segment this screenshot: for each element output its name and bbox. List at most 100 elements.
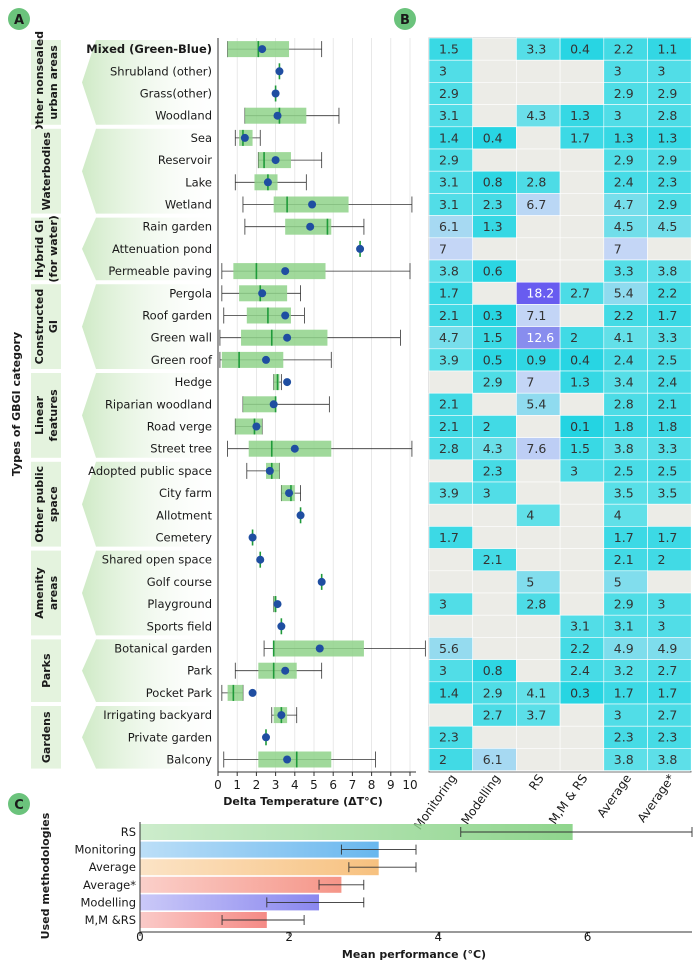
panel-label-b: B bbox=[394, 8, 416, 30]
heatmap-cell-value: 2.1 bbox=[658, 397, 678, 412]
heatmap-cell-value: 2 bbox=[439, 752, 447, 767]
category-label: Allotment bbox=[156, 508, 212, 522]
mean-dot bbox=[281, 666, 290, 675]
heatmap-cell-value: 4.1 bbox=[614, 330, 634, 345]
heatmap-cell-value: 2.7 bbox=[483, 708, 503, 723]
bar bbox=[140, 841, 379, 858]
x-tick-label: 6 bbox=[329, 778, 337, 792]
group-label: space bbox=[47, 486, 60, 522]
group-bracket bbox=[82, 373, 215, 458]
heatmap-cell bbox=[428, 614, 474, 638]
x-tick-label: 4 bbox=[435, 930, 443, 944]
heatmap-cell-value: 0.8 bbox=[483, 663, 503, 678]
group-bracket bbox=[82, 217, 215, 281]
mean-dot bbox=[265, 466, 274, 475]
mean-dot bbox=[269, 400, 278, 409]
category-label: Woodland bbox=[155, 109, 212, 123]
heatmap-cell bbox=[472, 614, 517, 638]
heatmap-cell-value: 2.4 bbox=[658, 375, 678, 390]
group-label-box bbox=[31, 706, 61, 769]
heatmap-cell-value: 3.8 bbox=[658, 752, 678, 767]
category-label: Green wall bbox=[151, 331, 212, 345]
heatmap-cell-value: 1.8 bbox=[614, 419, 634, 434]
heatmap-cell-value: 2.9 bbox=[614, 153, 634, 168]
heatmap-cell bbox=[472, 637, 517, 660]
group-label-box bbox=[31, 40, 61, 125]
heatmap-cell bbox=[516, 481, 561, 505]
group-label: Linear bbox=[33, 395, 46, 434]
category-label: Adopted public space bbox=[88, 464, 212, 478]
heatmap-cell bbox=[472, 392, 517, 416]
heatmap-cell-value: 2.8 bbox=[526, 597, 546, 612]
heatmap-cell-value: 1.1 bbox=[658, 42, 678, 57]
category-label: Shrubland (other) bbox=[110, 64, 212, 78]
heatmap-cell bbox=[472, 481, 517, 505]
mean-dot bbox=[283, 378, 292, 387]
heatmap-cell-value: 3.1 bbox=[439, 197, 459, 212]
heatmap-cell bbox=[559, 82, 605, 105]
heatmap-cell bbox=[559, 59, 605, 83]
heatmap-column-label: Monitoring bbox=[411, 772, 459, 833]
mean-dot bbox=[240, 133, 249, 142]
mean-dot bbox=[248, 533, 257, 542]
iqr-box bbox=[248, 440, 332, 457]
heatmap-cell-value: 2.1 bbox=[483, 552, 503, 567]
heatmap-cell-value: 2.4 bbox=[570, 663, 590, 678]
heatmap-cell bbox=[603, 570, 648, 594]
heatmap-cell-value: 2.5 bbox=[658, 352, 678, 367]
heatmap-cell bbox=[472, 526, 517, 549]
panel-label-c: C bbox=[8, 793, 30, 815]
x-tick-label: 3 bbox=[272, 778, 280, 792]
heatmap-cell bbox=[559, 304, 605, 327]
category-label: Cemetery bbox=[155, 531, 212, 545]
group-label-box bbox=[31, 461, 61, 547]
heatmap-cell-value: 0.4 bbox=[570, 42, 590, 57]
heatmap-cell bbox=[516, 526, 561, 549]
heatmap-cell-value: 7 bbox=[526, 375, 534, 390]
heatmap-cell-value: 4.5 bbox=[614, 219, 634, 234]
heatmap-cell-value: 2.1 bbox=[439, 397, 459, 412]
heatmap-cell-value: 2.8 bbox=[526, 175, 546, 190]
heatmap-cell-value: 2.9 bbox=[439, 153, 459, 168]
mean-dot bbox=[262, 733, 270, 742]
group-label-box bbox=[31, 373, 61, 458]
heatmap-cell-value: 2.2 bbox=[614, 308, 634, 323]
heatmap-cell bbox=[428, 748, 474, 771]
heatmap-cell bbox=[559, 392, 605, 416]
heatmap-cell bbox=[516, 59, 561, 83]
heatmap-cell-value: 2.3 bbox=[439, 730, 459, 745]
heatmap-cell bbox=[603, 104, 648, 128]
category-label: Permeable paving bbox=[108, 264, 212, 278]
category-label: Lake bbox=[185, 175, 212, 189]
heatmap-cell bbox=[603, 503, 648, 527]
heatmap-cell-value: 0.4 bbox=[570, 352, 590, 367]
bar-category-label: RS bbox=[121, 825, 136, 839]
panel-c-y-label: Used methodologies bbox=[39, 812, 52, 939]
mean-dot bbox=[252, 422, 261, 431]
iqr-box bbox=[233, 263, 326, 280]
heatmap-cell bbox=[472, 148, 517, 172]
group-label-box bbox=[31, 284, 61, 369]
category-label: Pocket Park bbox=[146, 686, 213, 700]
heatmap-cell-value: 2.7 bbox=[658, 708, 678, 723]
heatmap-cell-value: 1.5 bbox=[570, 441, 590, 456]
group-brackets: Other nonsealed urban areas Waterbodies Hyb… bbox=[31, 31, 215, 769]
heatmap-cell-value: 3 bbox=[614, 108, 622, 123]
heatmap-cell-value: 1.3 bbox=[570, 108, 590, 123]
heatmap-cell bbox=[428, 592, 474, 616]
heatmap-cell-value: 1.7 bbox=[658, 685, 678, 700]
panel-a-x-axis: 0 1 2 3 4 5 6 7 8 9 10 bbox=[214, 38, 418, 792]
heatmap-cell bbox=[559, 193, 605, 216]
x-tick-label: 8 bbox=[368, 778, 376, 792]
x-tick-label: 2 bbox=[253, 778, 261, 792]
heatmap-cell bbox=[559, 592, 605, 616]
heatmap-cell-value: 1.7 bbox=[658, 530, 678, 545]
bar bbox=[140, 912, 267, 928]
group-bracket bbox=[82, 550, 215, 636]
heatmap-cell-value: 2.8 bbox=[439, 441, 459, 456]
group-label: Constructed bbox=[33, 289, 46, 365]
bar-category-label: M,M &RS bbox=[85, 913, 136, 927]
heatmap-cell bbox=[516, 237, 561, 261]
mean-dot bbox=[281, 267, 290, 276]
mean-dot bbox=[281, 311, 290, 320]
